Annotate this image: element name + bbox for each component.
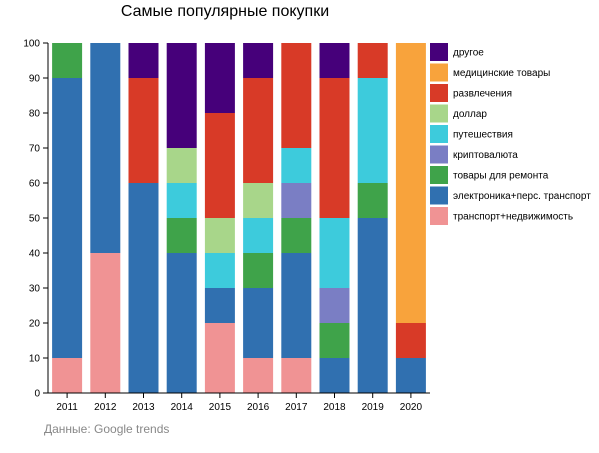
bar-segment-2015-5 [204,218,235,253]
bar-segment-2011-0 [52,358,83,393]
y-tick-label: 10 [29,354,41,365]
bar-segment-2014-1 [166,253,197,393]
bar-segment-2014-2 [166,218,197,253]
bar-segment-2017-0 [281,358,312,393]
bar-segment-2016-6 [243,78,274,183]
legend-label: криптовалюта [453,150,518,161]
bar-segment-2013-1 [128,183,159,393]
bar-segment-2017-4 [281,148,312,183]
legend-swatch [430,207,448,225]
bar-segment-2012-1 [90,43,121,253]
bar-segment-2018-3 [319,288,350,323]
bar-segment-2018-1 [319,358,350,393]
legend: другое медицинские товары развлечения долла… [430,43,591,225]
y-tick-label: 70 [29,144,41,155]
source-note: Данные: Google trends [44,422,170,436]
bar-segment-2017-2 [281,218,312,253]
legend-label: развлечения [453,89,512,100]
bar-segment-2015-4 [204,253,235,288]
bar-segment-2017-6 [281,43,312,148]
y-tick-label: 50 [29,214,41,225]
legend-label: путешествия [453,130,513,141]
legend-swatch [430,125,448,143]
y-tick-label: 60 [29,179,41,190]
bar-segment-2011-2 [52,43,83,78]
bar-segment-2016-4 [243,218,274,253]
bar-segment-2018-2 [319,323,350,358]
bar-segment-2015-8 [204,43,235,113]
bar-segment-2016-2 [243,253,274,288]
bar-segment-2013-6 [128,78,159,183]
legend-label: другое [453,48,484,59]
bar-segment-2014-4 [166,183,197,218]
y-tick-label: 90 [29,74,41,85]
x-tick-label: 2016 [247,402,270,413]
bar-segment-2012-0 [90,253,121,393]
legend-label: доллар [453,109,487,120]
bar-segment-2011-1 [52,78,83,358]
legend-swatch [430,104,448,123]
bar-segment-2016-8 [243,43,274,78]
bar-segment-2019-6 [357,43,388,78]
legend-label: товары для ремонта [453,171,549,182]
bar-segment-2015-0 [204,323,235,393]
bar-segment-2018-6 [319,78,350,218]
legend-swatch [430,166,448,184]
bar-segment-2015-1 [204,288,235,323]
x-tick-label: 2013 [132,402,155,413]
bar-segment-2019-1 [357,218,388,393]
legend-swatch [430,145,448,164]
chart-title: Самые популярные покупки [120,3,330,20]
legend-label: транспорт+недвижимость [453,212,573,223]
bar-segment-2017-3 [281,183,312,218]
bar-segment-2020-6 [395,323,426,358]
bar-segment-2018-8 [319,43,350,78]
bar-segment-2016-5 [243,183,274,218]
bar-segment-2013-8 [128,43,159,78]
legend-swatch [430,63,448,82]
x-tick-label: 2012 [94,402,117,413]
y-tick-label: 100 [23,39,40,50]
bar-segment-2020-7 [395,43,426,323]
legend-label: электроника+перс. транспорт [453,191,591,202]
bar-segment-2016-0 [243,358,274,393]
bar-segment-2017-1 [281,253,312,358]
bar-segment-2019-2 [357,183,388,218]
x-tick-label: 2014 [171,402,194,413]
bars-layer [52,43,426,393]
bar-segment-2016-1 [243,288,274,358]
bar-segment-2014-8 [166,43,197,148]
bar-segment-2019-4 [357,78,388,183]
x-tick-label: 2018 [323,402,346,413]
y-tick-label: 30 [29,284,41,295]
legend-swatch [430,84,448,102]
x-tick-label: 2020 [400,402,423,413]
bar-segment-2018-4 [319,218,350,288]
y-tick-label: 20 [29,319,41,330]
y-tick-label: 80 [29,109,41,120]
x-tick-label: 2019 [362,402,385,413]
bar-segment-2015-6 [204,113,235,218]
x-tick-label: 2011 [56,402,78,413]
legend-swatch [430,186,448,205]
legend-swatch [430,43,448,61]
y-tick-label: 40 [29,249,41,260]
y-tick-label: 0 [34,389,40,400]
axes-layer: 0 10 20 30 40 50 60 70 80 90 100 2011 2012 2013 2014 20… [23,39,430,413]
bar-segment-2020-1 [395,358,426,393]
bar-segment-2014-5 [166,148,197,183]
x-tick-label: 2017 [285,402,308,413]
x-tick-label: 2015 [209,402,232,413]
legend-label: медицинские товары [453,68,550,79]
